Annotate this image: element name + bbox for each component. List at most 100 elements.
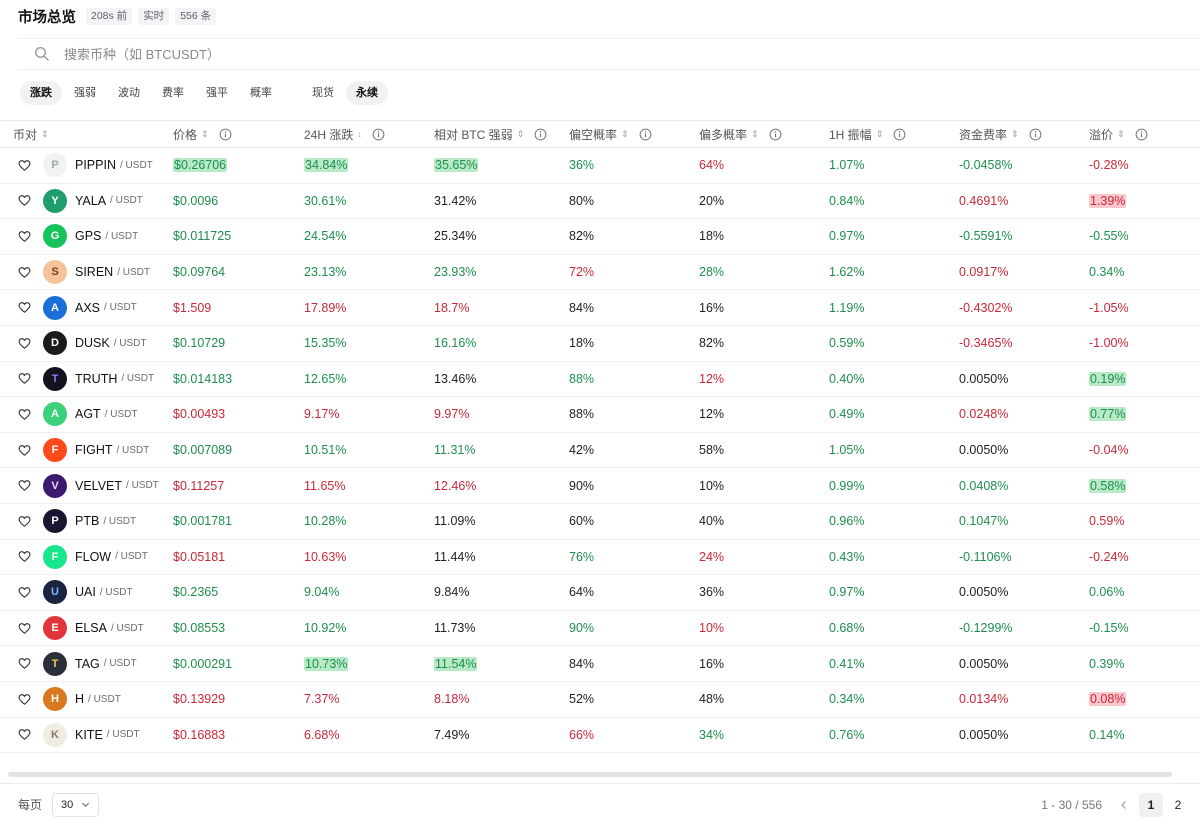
column-header[interactable]: 相对 BTC 强弱 ⇕ <box>434 121 569 148</box>
cell-amp: 0.43% <box>829 539 959 575</box>
prev-page-icon[interactable] <box>1118 799 1130 811</box>
filter-chip-metric[interactable]: 费率 <box>162 87 184 99</box>
cell-fund: -0.1106% <box>959 539 1089 575</box>
column-header[interactable]: 币对 ⇕ <box>0 121 173 148</box>
info-icon[interactable] <box>639 128 652 141</box>
table-row[interactable]: P PTB / USDT $0.001781 10.28% 11.09% 60% 40% 0.9… <box>0 503 1200 540</box>
sort-icon[interactable]: ↓ <box>357 129 362 139</box>
info-icon[interactable] <box>1029 128 1042 141</box>
cell-price: $0.000291 <box>173 646 304 682</box>
cell-btc: 18.7% <box>434 290 569 326</box>
table-row[interactable]: F FLOW / USDT $0.05181 10.63% 11.44% 76% 24% 0.4… <box>0 539 1200 575</box>
value-price: $0.001781 <box>173 514 233 529</box>
table-row[interactable]: H H / USDT $0.13929 7.37% 8.18% 52% 48% 0.34% 0.0… <box>0 681 1200 717</box>
sort-icon[interactable]: ⇕ <box>201 128 209 139</box>
filter-chip-metric[interactable]: 强弱 <box>74 87 96 99</box>
table-row[interactable]: U UAI / USDT $0.2365 9.04% 9.84% 64% 36% 0.97% 0.… <box>0 575 1200 611</box>
search-input[interactable] <box>64 46 664 62</box>
table-row[interactable]: F FIGHT / USDT $0.007089 10.51% 11.31% 42% 58% 1… <box>0 432 1200 468</box>
heart-icon[interactable] <box>18 266 31 279</box>
filter-chip-metric[interactable]: 概率 <box>250 87 272 99</box>
cell-long: 34% <box>699 717 829 753</box>
info-icon[interactable] <box>534 128 547 141</box>
column-header[interactable]: 资金费率 ⇕ <box>959 121 1089 148</box>
heart-icon[interactable] <box>18 159 31 172</box>
column-header[interactable]: 溢价 ⇕ <box>1089 121 1200 148</box>
sort-icon[interactable]: ⇕ <box>751 128 759 139</box>
search-icon <box>34 46 49 61</box>
heart-icon[interactable] <box>18 693 31 706</box>
cell-btc: 31.42% <box>434 183 569 219</box>
per-page-select[interactable]: 30 <box>52 792 100 817</box>
column-header[interactable]: 偏多概率 ⇕ <box>699 121 829 148</box>
cell-amp: 1.62% <box>829 254 959 290</box>
heart-icon[interactable] <box>18 479 31 492</box>
heart-icon[interactable] <box>18 337 31 350</box>
cell-btc: 11.09% <box>434 503 569 539</box>
page-button-2[interactable]: 2 <box>1174 797 1182 812</box>
table-row[interactable]: S SIREN / USDT $0.09764 23.13% 23.93% 72% 28% 1.… <box>0 254 1200 290</box>
info-icon[interactable] <box>219 128 232 141</box>
table-row[interactable]: V VELVET / USDT $0.11257 11.65% 12.46% 90% 10% 0… <box>0 468 1200 504</box>
filter-chip-market[interactable]: 永续 <box>346 81 388 105</box>
pair-symbol: PTB <box>75 514 100 529</box>
filter-chip-metric[interactable]: 涨跌 <box>20 81 62 105</box>
heart-icon[interactable] <box>18 408 31 421</box>
heart-icon[interactable] <box>18 194 31 207</box>
heart-icon[interactable] <box>18 586 31 599</box>
column-header[interactable]: 偏空概率 ⇕ <box>569 121 699 148</box>
table-row[interactable]: A AXS / USDT $1.509 17.89% 18.7% 84% 16% 1.19% -0… <box>0 290 1200 326</box>
info-icon[interactable] <box>372 128 385 141</box>
heart-icon[interactable] <box>18 515 31 528</box>
value-prem: 0.34% <box>1089 265 1125 280</box>
heart-icon[interactable] <box>18 728 31 741</box>
column-header[interactable]: 1H 振幅 ⇕ <box>829 121 959 148</box>
horizontal-scrollbar[interactable] <box>8 772 1172 777</box>
table-row[interactable]: Y YALA / USDT $0.0096 30.61% 31.42% 80% 20% 0.84… <box>0 183 1200 219</box>
cell-short: 84% <box>569 646 699 682</box>
cell-long: 12% <box>699 361 829 397</box>
heart-icon[interactable] <box>18 622 31 635</box>
heart-icon[interactable] <box>18 444 31 457</box>
cell-fund: 0.0134% <box>959 681 1089 717</box>
table-row[interactable]: G GPS / USDT $0.011725 24.54% 25.34% 82% 18% 0.9… <box>0 219 1200 255</box>
sort-icon[interactable]: ⇕ <box>621 128 629 139</box>
info-icon[interactable] <box>893 128 906 141</box>
heart-icon[interactable] <box>18 301 31 314</box>
coin-logo: Y <box>43 188 67 213</box>
info-icon[interactable] <box>1135 128 1148 141</box>
sort-icon[interactable]: ⇕ <box>516 128 525 139</box>
table-row[interactable]: T TRUTH / USDT $0.014183 12.65% 13.46% 88% 12% 0… <box>0 361 1200 397</box>
table-row[interactable]: A AGT / USDT $0.00493 9.17% 9.97% 88% 12% 0.49% 0… <box>0 397 1200 433</box>
heart-icon[interactable] <box>18 657 31 670</box>
table-row[interactable]: D DUSK / USDT $0.10729 15.35% 16.16% 18% 82% 0.5… <box>0 325 1200 362</box>
filter-chip-metric[interactable]: 波动 <box>118 87 140 99</box>
table-row[interactable]: E ELSA / USDT $0.08553 10.92% 11.73% 90% 10% 0.6… <box>0 610 1200 646</box>
cell-fund: -0.4302% <box>959 290 1089 326</box>
market-table: 币对 ⇕ 价格 ⇕ 24H 涨跌 ↓ 相对 BTC 强弱 ⇕ 偏空概率 ⇕ 偏多概率 ⇕ 1H 振幅 ⇕ 资… <box>0 120 1200 776</box>
value-btc: 16.16% <box>434 336 477 351</box>
value-chg: 24.54% <box>304 229 347 244</box>
info-icon[interactable] <box>769 128 782 141</box>
value-price: $0.014183 <box>173 371 233 386</box>
column-header[interactable]: 24H 涨跌 ↓ <box>304 121 434 148</box>
heart-icon[interactable] <box>18 230 31 243</box>
table-row[interactable]: T TAG / USDT $0.000291 10.73% 11.54% 84% 16% 0.4… <box>0 646 1200 682</box>
table-row[interactable]: K KITE / USDT $0.16883 6.68% 7.49% 66% 34% 0.76%… <box>0 717 1200 753</box>
value-prem: 0.77% <box>1089 407 1127 422</box>
sort-icon[interactable]: ⇕ <box>1117 128 1125 139</box>
sort-icon[interactable]: ⇕ <box>875 128 884 139</box>
page-button-1[interactable]: 1 <box>1139 792 1163 817</box>
table-row[interactable]: P PIPPIN / USDT $0.26706 34.84% 35.65% 36% 64% 1… <box>0 148 1200 184</box>
column-header[interactable]: 价格 ⇕ <box>173 121 304 148</box>
heart-icon[interactable] <box>18 550 31 563</box>
value-price: $0.00493 <box>173 407 226 422</box>
filter-chip-metric[interactable]: 强平 <box>206 87 228 99</box>
value-price: $1.509 <box>173 300 212 315</box>
value-amp: 0.84% <box>829 193 865 208</box>
sort-icon[interactable]: ⇕ <box>1011 128 1019 139</box>
value-short: 18% <box>569 336 595 351</box>
heart-icon[interactable] <box>18 372 31 385</box>
sort-icon[interactable]: ⇕ <box>41 128 49 139</box>
filter-chip-market[interactable]: 现货 <box>312 87 334 99</box>
